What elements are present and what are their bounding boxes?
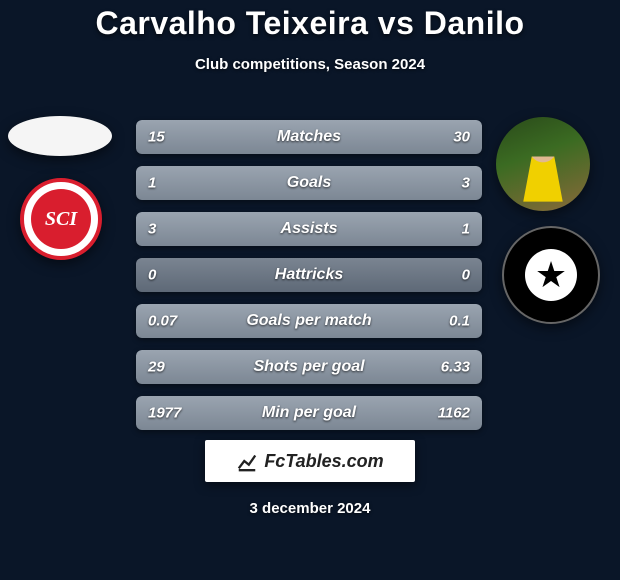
stat-left-value: 0.07 [148, 313, 177, 330]
player-left-avatar [8, 116, 112, 156]
bar-fill-right [223, 166, 483, 200]
stat-right-value: 1 [462, 221, 470, 238]
stat-left-value: 15 [148, 129, 165, 146]
stat-left-value: 0 [148, 267, 156, 284]
stat-left-value: 3 [148, 221, 156, 238]
club-right-badge: ★ [502, 226, 600, 324]
stat-right-value: 1162 [438, 405, 470, 422]
source-badge: FcTables.com [205, 440, 415, 482]
source-label: FcTables.com [264, 451, 383, 472]
chart-icon [236, 450, 258, 472]
stat-label: Shots per goal [253, 358, 364, 376]
stat-bars: 15 Matches 30 1 Goals 3 3 Assists 1 0 Hattricks 0 0.… [136, 120, 482, 442]
stat-label: Goals [287, 174, 331, 192]
stat-row: 1977 Min per goal 1162 [136, 396, 482, 430]
page-subtitle: Club competitions, Season 2024 [0, 56, 620, 73]
bar-fill-left [136, 212, 396, 246]
stat-right-value: 30 [453, 129, 470, 146]
stat-row: 3 Assists 1 [136, 212, 482, 246]
stat-label: Matches [277, 128, 341, 146]
stat-right-value: 6.33 [441, 359, 470, 376]
stat-row: 15 Matches 30 [136, 120, 482, 154]
club-left-badge: SCI [20, 178, 102, 260]
stat-left-value: 1977 [148, 405, 181, 422]
stat-row: 29 Shots per goal 6.33 [136, 350, 482, 384]
stat-label: Goals per match [246, 312, 371, 330]
stat-label: Assists [281, 220, 338, 238]
stat-right-value: 3 [462, 175, 470, 192]
stat-row: 0.07 Goals per match 0.1 [136, 304, 482, 338]
stat-left-value: 1 [148, 175, 156, 192]
club-left-monogram: SCI [31, 189, 91, 249]
stat-right-value: 0.1 [449, 313, 470, 330]
page-title: Carvalho Teixeira vs Danilo [0, 5, 620, 42]
date-label: 3 december 2024 [250, 500, 371, 517]
star-icon: ★ [525, 249, 577, 301]
stat-right-value: 0 [462, 267, 470, 284]
stat-left-value: 29 [148, 359, 165, 376]
stat-label: Hattricks [275, 266, 343, 284]
stat-row: 0 Hattricks 0 [136, 258, 482, 292]
stat-label: Min per goal [262, 404, 356, 422]
player-right-avatar [496, 117, 590, 211]
stat-row: 1 Goals 3 [136, 166, 482, 200]
